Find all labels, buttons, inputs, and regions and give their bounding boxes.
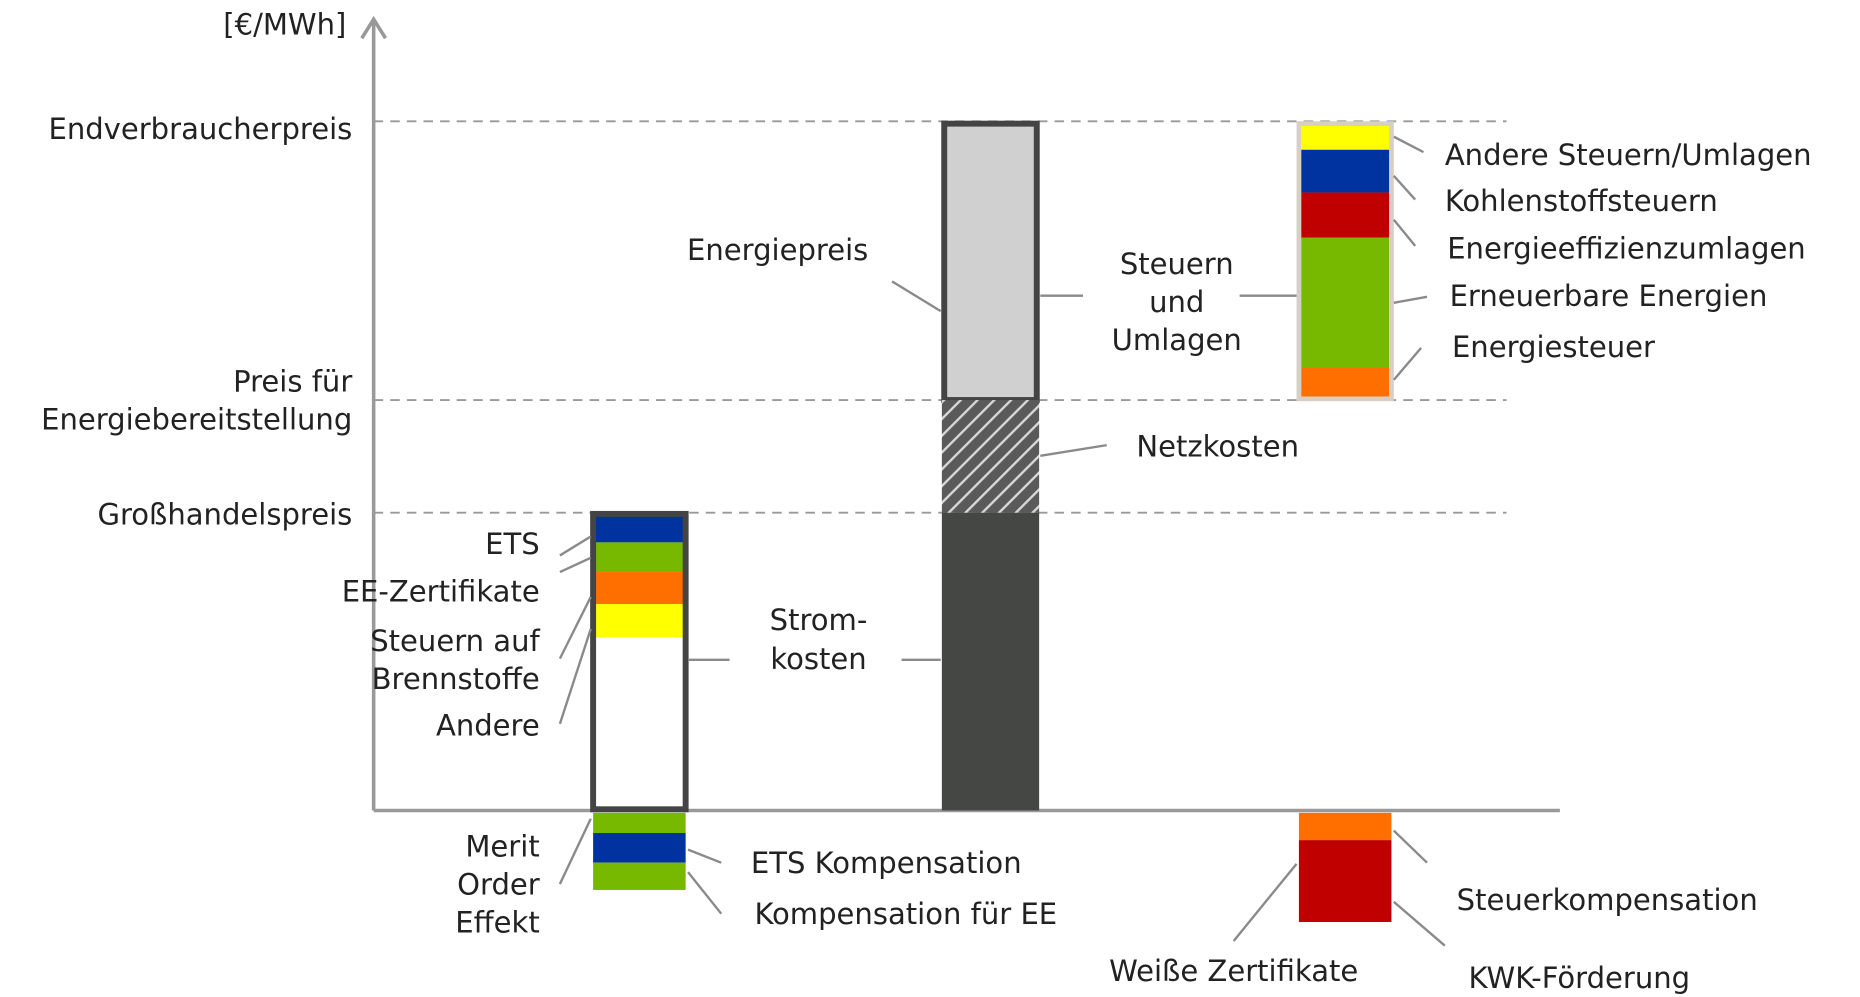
component-label: kosten: [770, 642, 866, 676]
level-label: Energiebereitstellung: [41, 402, 352, 436]
component-label: und: [1149, 285, 1204, 319]
level-label: Endverbraucherpreis: [48, 112, 352, 146]
offset-label: Merit: [465, 829, 539, 863]
component-label: Steuern: [1120, 247, 1234, 281]
component-label: Andere Steuern/Umlagen: [1445, 138, 1812, 172]
offset-label: Steuerkompensation: [1457, 883, 1758, 917]
component-label: Steuern auf: [370, 624, 540, 658]
level-label: Preis für: [233, 364, 352, 398]
offset-label: Weiße Zertifikate: [1109, 954, 1358, 988]
component-label: Netzkosten: [1136, 430, 1299, 464]
component-label: Andere: [436, 708, 540, 742]
component-label: Kohlenstoffsteuern: [1445, 184, 1718, 218]
middle-bar: [941, 120, 1040, 811]
wholesale-bar: [590, 510, 689, 890]
tax-bar: [1296, 121, 1394, 922]
component-label: Energiesteuer: [1452, 330, 1655, 364]
offset-label: KWK-Förderung: [1469, 961, 1691, 995]
component-label: Strom-: [770, 603, 868, 637]
offset-label: ETS Kompensation: [751, 846, 1022, 880]
component-label: Brennstoffe: [372, 662, 540, 696]
component-label: EE-Zertifikate: [342, 574, 540, 608]
component-label: Erneuerbare Energien: [1450, 279, 1768, 313]
level-label: Großhandelspreis: [97, 497, 352, 531]
component-label: Energiepreis: [687, 233, 868, 267]
component-label: ETS: [485, 527, 540, 561]
offset-label: Order: [457, 867, 540, 901]
axis-label: [€/MWh]: [223, 7, 346, 41]
leader-lines: [558, 135, 1446, 947]
offset-label: Kompensation für EE: [754, 897, 1057, 931]
component-label: Energieeffizienzumlagen: [1447, 232, 1806, 266]
offset-label: Effekt: [455, 905, 539, 939]
component-label: Umlagen: [1112, 323, 1242, 357]
